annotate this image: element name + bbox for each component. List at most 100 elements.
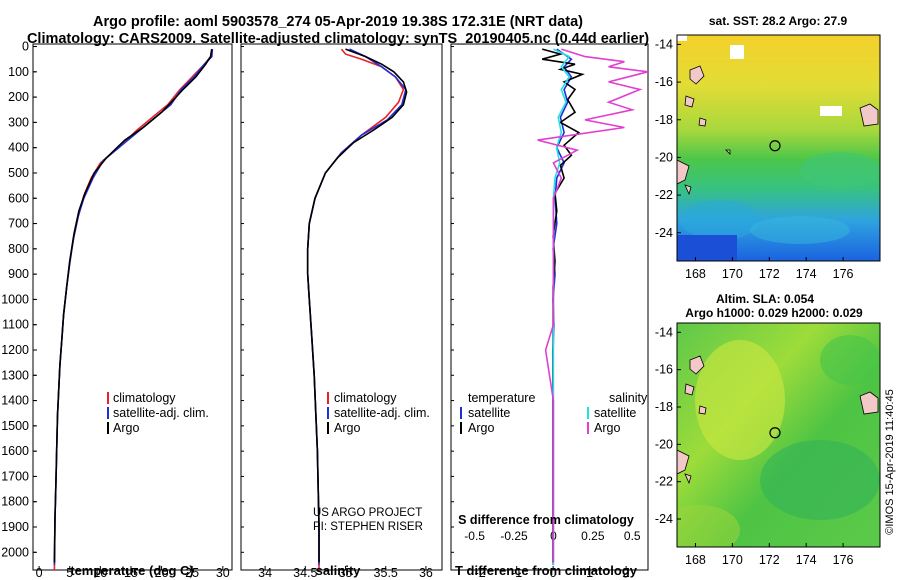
x-tick-label: 30 xyxy=(216,566,230,580)
salinity-xlabel: salinity xyxy=(316,563,362,578)
salinity-plot: 34 34.5 35 35.5 36 xyxy=(241,46,433,580)
series-line-argo xyxy=(306,48,408,563)
series-line-argo xyxy=(53,48,213,563)
depth-tick-label: 2000 xyxy=(1,545,29,559)
map-x-tick-label: 172 xyxy=(759,267,780,281)
depth-tick-label: 1100 xyxy=(2,318,29,332)
depth-tick-label: 1700 xyxy=(1,469,29,483)
map-x-tick-label: 176 xyxy=(833,267,854,281)
map-y-tick-label: -14 xyxy=(655,325,673,339)
map-y-tick-label: -20 xyxy=(655,150,673,164)
sst-map-axes: 168 170 172 174 176 -14 -16 -18 -20 -22 -24 xyxy=(655,37,854,281)
depth-tick-label: 1600 xyxy=(1,444,29,458)
depth-tick-label: 1300 xyxy=(1,368,29,382)
map-x-tick-label: 176 xyxy=(833,553,854,567)
legend-label-satellite: satellite-adj. clim. xyxy=(113,406,209,420)
legend-title-salinity: salinity xyxy=(609,391,648,405)
x-tick-label: 1 xyxy=(586,566,593,580)
x-tick-label: -1 xyxy=(511,566,522,580)
temperature-panel xyxy=(32,43,233,571)
sst-map xyxy=(676,34,881,262)
legend-label-s-satellite: satellite xyxy=(594,406,636,420)
salinity-panel xyxy=(240,43,443,571)
legend-swatch-satellite xyxy=(327,407,329,419)
map-y-tick-label: -20 xyxy=(655,437,673,451)
sla-map-axes: 168 170 172 174 176 -14 -16 -18 -20 -22 -24 xyxy=(655,325,854,567)
series-line-s-argo xyxy=(537,48,648,563)
legend-swatch-s-satellite xyxy=(587,407,589,419)
sla-map-subtitle: Argo h1000: 0.029 h2000: 0.029 xyxy=(685,306,863,320)
argo-position-marker xyxy=(769,140,781,152)
difference-legend: temperature satellite Argo salinity sate… xyxy=(460,391,648,435)
legend-swatch-climatology xyxy=(327,392,329,404)
salinity-legend: climatology satellite-adj. clim. Argo xyxy=(327,391,430,435)
depth-tick-label: 800 xyxy=(8,242,29,256)
map-y-tick-label: -22 xyxy=(655,188,673,202)
map-y-tick-label: -24 xyxy=(655,226,673,240)
x2-tick-label: -0.5 xyxy=(464,529,485,543)
difference-panel xyxy=(450,43,649,571)
series-line-climatology xyxy=(53,48,213,570)
map-y-tick-label: -16 xyxy=(655,363,673,377)
x2-tick-label: 0.25 xyxy=(581,529,605,543)
depth-tick-label: 200 xyxy=(8,90,29,104)
legend-label-climatology: climatology xyxy=(334,391,397,405)
legend-label-t-satellite: satellite xyxy=(468,406,510,420)
legend-title-temperature: temperature xyxy=(468,391,535,405)
timestamp-watermark: ©IMOS 15-Apr-2019 11:40:45 xyxy=(884,389,896,534)
series-line-satellite-adj-clim- xyxy=(306,48,407,565)
difference-xlabel: T difference from climatology xyxy=(455,563,638,578)
difference-xlabel-top: S difference from climatology xyxy=(458,513,634,527)
legend-swatch-t-satellite xyxy=(460,407,462,419)
series-line-s-satellite xyxy=(552,48,571,565)
depth-tick-label: 1800 xyxy=(1,495,29,509)
x-tick-label: 35 xyxy=(339,566,353,580)
map-x-tick-label: 170 xyxy=(722,553,743,567)
x-tick-label: -2 xyxy=(475,566,486,580)
map-x-tick-label: 168 xyxy=(685,553,706,567)
map-y-tick-label: -14 xyxy=(655,37,673,51)
x-tick-label: 25 xyxy=(185,566,199,580)
depth-tick-label: 300 xyxy=(8,115,29,129)
x-tick-label: 15 xyxy=(124,566,138,580)
title-line1: Argo profile: aoml 5903578_274 05-Apr-20… xyxy=(93,14,583,30)
x-tick-label: 5 xyxy=(66,566,73,580)
credit-line2: PI: STEPHEN RISER xyxy=(313,521,423,533)
argo-position-marker xyxy=(769,427,781,439)
depth-tick-label: 100 xyxy=(8,65,29,79)
legend-label-satellite: satellite-adj. clim. xyxy=(334,406,430,420)
sla-map-title: Altim. SLA: 0.054 xyxy=(716,292,814,306)
legend-swatch-satellite xyxy=(107,407,109,419)
x2-tick-label: 0.5 xyxy=(624,529,641,543)
x2-tick-label: -0.25 xyxy=(500,529,528,543)
series-line-satellite-adj-clim- xyxy=(53,49,214,565)
depth-tick-label: 900 xyxy=(8,267,29,281)
x-tick-label: 34.5 xyxy=(293,566,317,580)
depth-tick-label: 1900 xyxy=(1,520,29,534)
depth-tick-label: 400 xyxy=(8,141,29,155)
temperature-legend: climatology satellite-adj. clim. Argo xyxy=(107,391,209,435)
legend-swatch-s-argo xyxy=(587,422,589,434)
difference-plot: -2 -1 0 1 2-0.5 -0.25 0 0.25 0.5 xyxy=(451,46,648,580)
map-y-tick-label: -22 xyxy=(655,475,673,489)
x-tick-label: 20 xyxy=(155,566,169,580)
credit-line1: US ARGO PROJECT xyxy=(313,507,422,519)
x-tick-label: 34 xyxy=(258,566,272,580)
depth-tick-label: 500 xyxy=(8,166,29,180)
map-x-tick-label: 168 xyxy=(685,267,706,281)
map-x-tick-label: 170 xyxy=(722,267,743,281)
depth-tick-label: 1500 xyxy=(1,419,29,433)
depth-tick-label: 1400 xyxy=(1,394,29,408)
map-y-tick-label: -18 xyxy=(655,113,673,127)
x-tick-label: 36 xyxy=(419,566,433,580)
map-y-tick-label: -18 xyxy=(655,400,673,414)
map-x-tick-label: 174 xyxy=(796,553,817,567)
series-line-climatology xyxy=(306,48,405,570)
sst-map-title: sat. SST: 28.2 Argo: 27.9 xyxy=(709,14,848,28)
legend-label-climatology: climatology xyxy=(113,391,176,405)
x-tick-label: 35.5 xyxy=(374,566,398,580)
sla-map xyxy=(676,322,881,548)
x-tick-label: 0 xyxy=(550,566,557,580)
legend-label-argo: Argo xyxy=(113,421,139,435)
